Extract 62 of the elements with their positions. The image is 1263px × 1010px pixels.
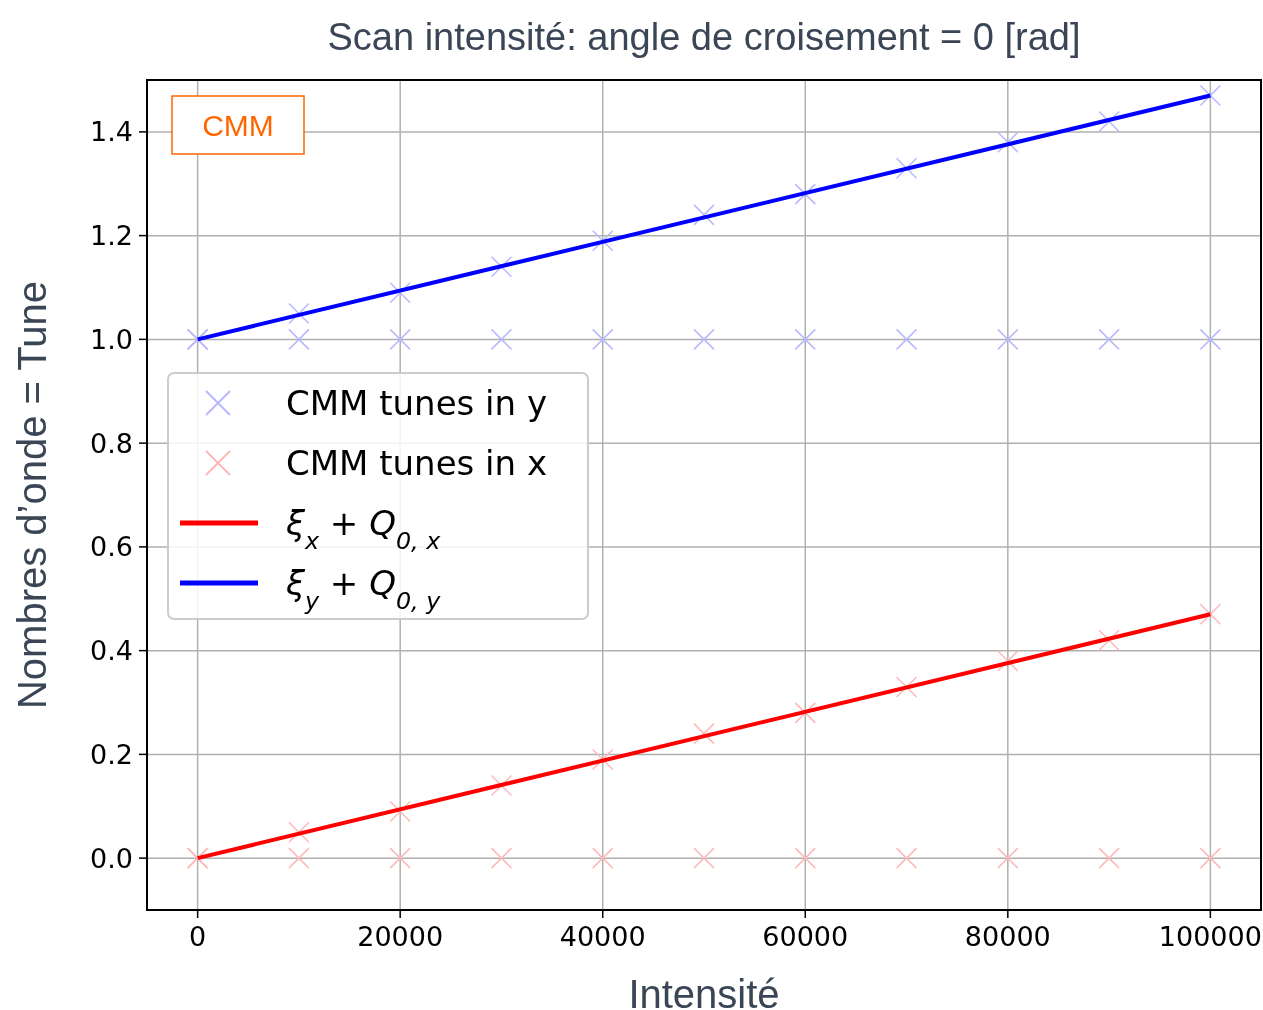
point <box>389 328 411 351</box>
point <box>693 328 715 351</box>
point <box>288 847 310 869</box>
point <box>997 131 1019 153</box>
point <box>288 302 310 325</box>
point <box>591 748 614 771</box>
point <box>1199 328 1222 351</box>
point <box>490 328 513 351</box>
point <box>288 328 310 351</box>
legend-label: CMM tunes in y <box>286 382 548 423</box>
point <box>591 328 614 351</box>
x-tick-label: 20000 <box>357 921 444 952</box>
chart-title: Scan intensité: angle de croisement = 0 [rad] <box>327 16 1081 58</box>
point <box>591 847 614 869</box>
point <box>490 256 513 278</box>
x-tick-label: 0 <box>189 921 207 952</box>
y-tick-label: 0.0 <box>90 842 133 874</box>
point <box>1098 629 1120 651</box>
point <box>1199 603 1222 626</box>
point <box>389 281 411 304</box>
point <box>895 157 918 179</box>
point <box>997 847 1019 869</box>
y-tick-label: 0.6 <box>90 531 133 563</box>
point <box>693 204 715 226</box>
point <box>794 328 817 351</box>
x-tick-label: 40000 <box>559 921 646 952</box>
legend-label: ξ$_{y}$ + Q$_{0, y}$ <box>285 562 442 615</box>
legend-label: CMM tunes in x <box>286 442 548 483</box>
point <box>895 676 918 698</box>
point <box>794 847 817 869</box>
point <box>591 230 614 252</box>
point <box>389 847 411 869</box>
y-tick-label: 1.4 <box>90 116 133 148</box>
point <box>693 847 715 869</box>
y-tick-label: 1.2 <box>90 220 133 252</box>
point <box>288 821 310 843</box>
y-tick-label: 0.4 <box>90 635 133 667</box>
point <box>490 847 513 869</box>
y-axis-title: Nombres d’onde = Tune <box>10 280 54 710</box>
point <box>1098 328 1120 351</box>
point <box>693 722 715 745</box>
x-tick-label: 100000 <box>1158 921 1262 952</box>
point <box>1199 84 1222 107</box>
point <box>997 328 1019 351</box>
y-tick-label: 0.2 <box>90 738 133 770</box>
point <box>794 702 817 724</box>
x-tick-label: 80000 <box>964 921 1051 952</box>
point <box>997 650 1019 672</box>
point <box>895 328 918 351</box>
legend-label: ξ$_{x}$ + Q$_{0, x}$ <box>285 502 442 555</box>
point <box>490 774 513 797</box>
annotation: CMM <box>202 108 274 142</box>
point <box>1098 110 1120 133</box>
point <box>1199 847 1222 869</box>
x-axis-title: Intensité <box>628 972 780 1010</box>
y-tick-label: 1.0 <box>90 323 133 355</box>
y-tick-label: 0.8 <box>90 427 133 459</box>
point <box>389 800 411 823</box>
x-tick-label: 60000 <box>762 921 849 952</box>
point <box>895 847 918 869</box>
point <box>1098 847 1120 869</box>
point <box>794 183 817 205</box>
